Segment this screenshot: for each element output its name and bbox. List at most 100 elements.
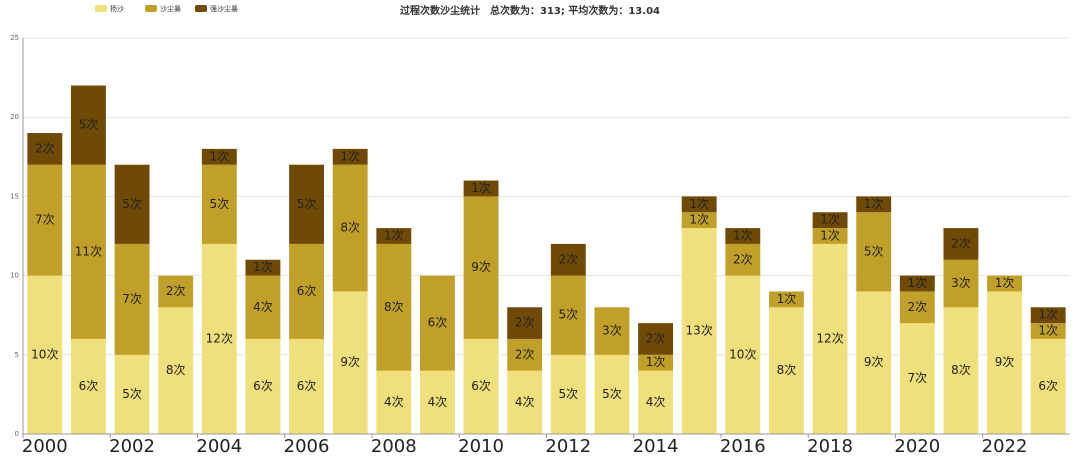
- bar-segment: [899, 275, 935, 292]
- value-label: 1次: [907, 276, 927, 290]
- value-label: 5次: [558, 308, 578, 322]
- bar-segment: [856, 196, 892, 213]
- value-label: 2次: [733, 252, 753, 266]
- bar-segment: [594, 354, 630, 434]
- legend-label: 沙尘暴: [160, 4, 181, 13]
- value-label: 11次: [75, 244, 102, 258]
- value-label: 4次: [384, 395, 404, 409]
- value-label: 5次: [864, 244, 884, 258]
- bar-segment: [27, 275, 63, 434]
- bar-segment: [332, 148, 368, 165]
- value-label: 6次: [297, 284, 317, 298]
- value-label: 1次: [689, 213, 709, 227]
- bar-segment: [289, 243, 325, 339]
- x-tick-label: 2020: [894, 436, 940, 457]
- bar-segment: [725, 243, 761, 276]
- value-label: 1次: [864, 197, 884, 211]
- value-label: 5次: [79, 118, 99, 132]
- value-label: 2次: [166, 284, 186, 298]
- value-label: 6次: [428, 316, 448, 330]
- y-tick-label: 20: [10, 113, 19, 121]
- bar-segment: [1030, 323, 1066, 339]
- bar-segment: [550, 354, 586, 434]
- value-label: 8次: [340, 221, 360, 235]
- value-label: 1次: [471, 181, 491, 195]
- value-label: 6次: [297, 379, 317, 393]
- bar-segment: [725, 228, 761, 244]
- value-label: 13次: [686, 324, 713, 338]
- bar-segment: [681, 212, 717, 229]
- bar-segment: [638, 354, 674, 371]
- bar-segment: [768, 307, 804, 434]
- y-tick-label: 5: [15, 351, 19, 359]
- bar-segment: [376, 370, 412, 434]
- bar-segment: [594, 307, 630, 355]
- bar-segment: [27, 164, 63, 276]
- value-label: 2次: [558, 252, 578, 266]
- chart-title: 过程次数沙尘统计 总次数为：313; 平均次数为：13.04: [400, 4, 660, 17]
- bar-segment: [943, 259, 979, 308]
- bar-segment: [376, 228, 412, 244]
- bar-segment: [987, 275, 1023, 292]
- bar-segment: [463, 180, 499, 197]
- value-label: 2次: [646, 331, 666, 345]
- x-tick-label: 2016: [720, 436, 766, 457]
- bar-segment: [943, 228, 979, 260]
- legend-label: 强沙尘暴: [210, 4, 238, 13]
- bar-segment: [70, 85, 106, 165]
- value-label: 1次: [1038, 324, 1058, 338]
- value-label: 8次: [166, 363, 186, 377]
- value-label: 2次: [907, 300, 927, 314]
- bar-segment: [1030, 307, 1066, 324]
- bar-segment: [812, 212, 848, 229]
- value-label: 7次: [122, 292, 142, 306]
- y-tick-label: 15: [10, 192, 19, 200]
- bar-segment: [27, 133, 63, 165]
- bar-segment: [856, 212, 892, 292]
- bar-segment: [899, 323, 935, 434]
- bar-segment: [899, 291, 935, 324]
- bar-segment: [158, 307, 194, 434]
- value-label: 1次: [384, 229, 404, 243]
- bar-segment: [201, 148, 237, 165]
- value-label: 1次: [1038, 308, 1058, 322]
- value-label: 5次: [558, 387, 578, 401]
- value-label: 4次: [253, 300, 273, 314]
- value-label: 1次: [646, 355, 666, 369]
- legend-swatch: [195, 5, 207, 12]
- bar-segment: [70, 338, 106, 434]
- value-label: 7次: [35, 213, 55, 227]
- bar-segment: [943, 307, 979, 434]
- value-label: 1次: [689, 197, 709, 211]
- y-tick-label: 10: [10, 272, 19, 280]
- bar-segment: [550, 275, 586, 355]
- value-label: 2次: [515, 316, 535, 330]
- value-label: 6次: [79, 379, 99, 393]
- value-label: 1次: [253, 260, 273, 274]
- value-label: 8次: [951, 363, 971, 377]
- value-label: 5次: [209, 197, 229, 211]
- value-label: 10次: [729, 347, 756, 361]
- x-tick-label: 2002: [109, 436, 155, 457]
- value-label: 8次: [777, 363, 797, 377]
- legend-swatch: [145, 5, 157, 12]
- bar-segment: [376, 243, 412, 371]
- bar-segment: [638, 323, 674, 355]
- x-tick-label: 2004: [196, 436, 242, 457]
- bar-segment: [332, 291, 368, 434]
- value-label: 12次: [206, 331, 233, 345]
- bar-segment: [114, 164, 150, 244]
- value-label: 2次: [951, 236, 971, 250]
- value-label: 1次: [820, 229, 840, 243]
- bar-segment: [245, 259, 281, 276]
- value-label: 12次: [816, 331, 843, 345]
- value-label: 4次: [515, 395, 535, 409]
- bar-segment: [681, 228, 717, 434]
- value-label: 2次: [35, 141, 55, 155]
- value-label: 1次: [777, 292, 797, 306]
- value-label: 4次: [428, 395, 448, 409]
- value-label: 4次: [646, 395, 666, 409]
- value-label: 6次: [253, 379, 273, 393]
- y-tick-label: 25: [10, 34, 19, 42]
